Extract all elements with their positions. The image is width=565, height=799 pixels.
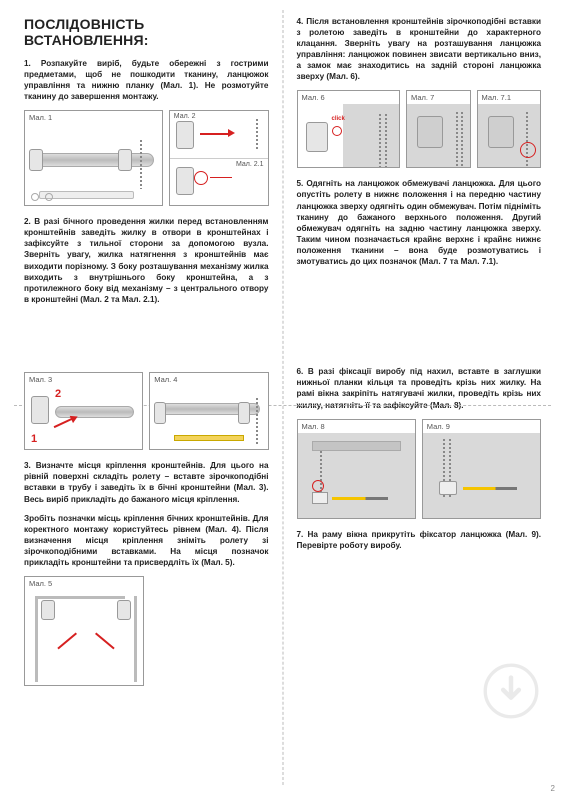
- figure-2-and-2-1: Мал. 2 Мал. 2.1: [169, 110, 269, 206]
- figure-row-8-9: Мал. 8 Мал. 9: [297, 419, 542, 519]
- figure-5-caption: Мал. 5: [25, 577, 143, 590]
- figure-4-caption: Мал. 4: [150, 373, 267, 386]
- figure-8-caption: Мал. 8: [298, 420, 415, 433]
- figure-1-art: [25, 124, 162, 205]
- figure-9: Мал. 9: [422, 419, 541, 519]
- figure-1: Мал. 1: [24, 110, 163, 206]
- page-number: 2: [551, 784, 555, 793]
- figure-row-5: Мал. 5: [24, 576, 269, 686]
- figure-2-1-caption: Мал. 2.1: [236, 161, 264, 168]
- step-5-text: 5. Одягніть на ланцюжок обмежувачі ланцю…: [297, 178, 542, 267]
- section-3: Мал. 3 1 2 Мал. 4: [14, 360, 283, 743]
- step-4-text: 4. Після встановлення кронштейнів зірочк…: [297, 16, 542, 82]
- figure-7-1: Мал. 7.1: [477, 90, 541, 168]
- step-7-text: 7. На раму вікна прикрутіть фіксатор лан…: [297, 529, 542, 551]
- figure-7: Мал. 7: [406, 90, 470, 168]
- column-divider: [282, 10, 283, 785]
- figure-9-caption: Мал. 9: [423, 420, 540, 433]
- step-2-text: 2. В разі бічного проведення жилки перед…: [24, 216, 269, 305]
- figure-2-caption: Мал. 2: [174, 113, 196, 120]
- figure-3-caption: Мал. 3: [25, 373, 142, 386]
- step-6-text: 6. В разі фіксації виробу під нахил, вст…: [297, 366, 542, 410]
- figure-1-caption: Мал. 1: [25, 111, 162, 124]
- figure-4: Мал. 4: [149, 372, 268, 450]
- figure-3: Мал. 3 1 2: [24, 372, 143, 450]
- watermark-icon: [483, 663, 539, 719]
- badge-2: 2: [55, 388, 61, 400]
- section-4-5: 4. Після встановлення кронштейнів зірочк…: [283, 10, 552, 360]
- figure-row-1-2: Мал. 1 Мал. 2: [24, 110, 269, 206]
- badge-1: 1: [31, 433, 37, 445]
- figure-7-caption: Мал. 7: [407, 91, 469, 104]
- section-1-2: ПОСЛІДОВНІСТЬ ВСТАНОВЛЕННЯ: 1. Розпакуйт…: [14, 10, 283, 360]
- figure-row-3-4: Мал. 3 1 2 Мал. 4: [24, 372, 269, 450]
- page-title: ПОСЛІДОВНІСТЬ ВСТАНОВЛЕННЯ:: [24, 16, 269, 48]
- figure-7-1-caption: Мал. 7.1: [478, 91, 540, 104]
- step-3b-text: Зробіть позначки місць кріплення бічних …: [24, 513, 269, 568]
- step-1-text: 1. Розпакуйте виріб, будьте обережні з г…: [24, 58, 269, 102]
- step-3a-text: 3. Визначте місця кріплення кронштейнів.…: [24, 460, 269, 504]
- figure-row-6-7: Мал. 6 click Мал. 7: [297, 90, 542, 168]
- figure-8: Мал. 8: [297, 419, 416, 519]
- figure-6: Мал. 6 click: [297, 90, 401, 168]
- click-label: click: [332, 116, 345, 122]
- figure-5: Мал. 5: [24, 576, 144, 686]
- figure-6-caption: Мал. 6: [298, 91, 400, 104]
- page: ПОСЛІДОВНІСТЬ ВСТАНОВЛЕННЯ: 1. Розпакуйт…: [0, 0, 565, 799]
